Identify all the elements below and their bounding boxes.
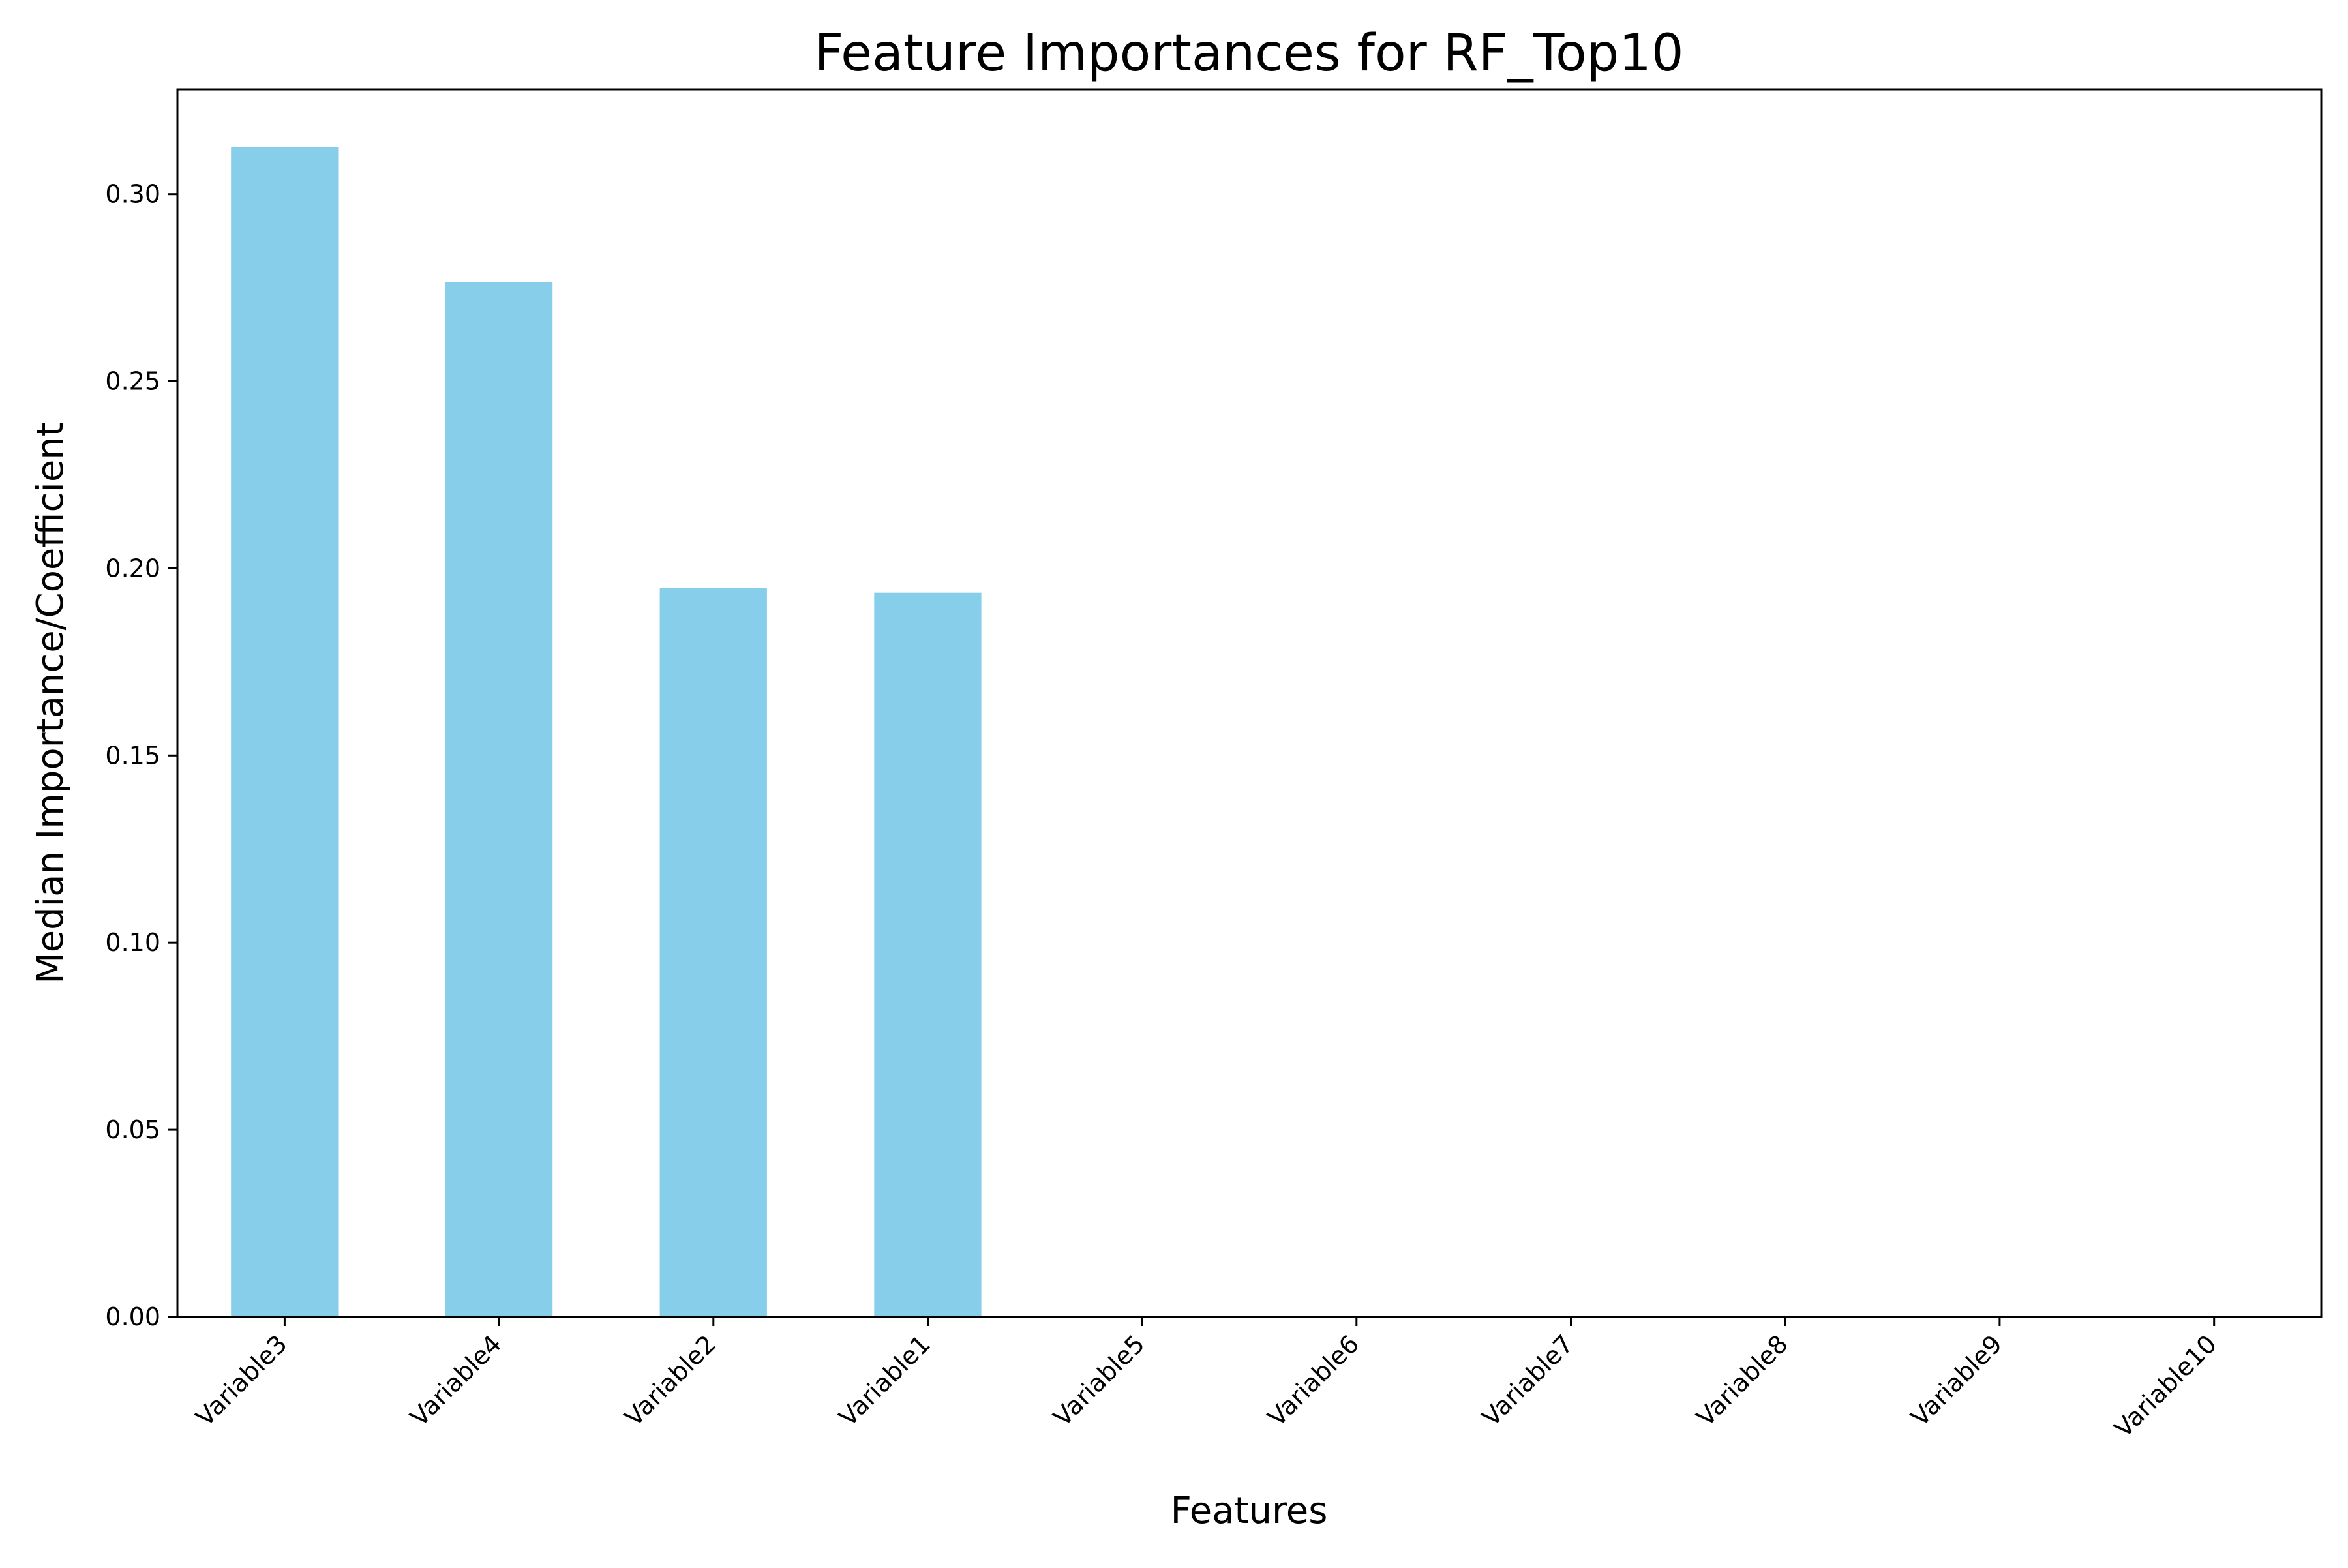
axes-group — [176, 88, 2323, 1318]
x-tick-label: Variable8 — [1691, 1329, 1794, 1432]
y-tick-label: 0.15 — [105, 741, 160, 770]
y-tick-label: 0.00 — [105, 1303, 160, 1331]
y-tick-label: 0.25 — [105, 367, 160, 396]
x-tick-label: Variable2 — [619, 1329, 721, 1432]
x-tick-label: Variable5 — [1047, 1329, 1150, 1432]
x-tick-label: Variable10 — [2109, 1329, 2222, 1443]
x-axis-label: Features — [1171, 1490, 1328, 1532]
x-tick-label: Variable6 — [1262, 1329, 1364, 1432]
x-tick-label: Variable1 — [834, 1329, 936, 1432]
y-tick-label: 0.30 — [105, 180, 160, 209]
x-axis-ticks: Variable3 Variable4 Variable2 Variable1 Vari… — [190, 1317, 2222, 1443]
bar-variable2 — [659, 588, 767, 1317]
y-axis-ticks: 0.00 0.05 0.10 0.15 0.20 0.25 0.30 — [105, 180, 177, 1331]
y-tick-label: 0.05 — [105, 1115, 160, 1144]
x-tick-label: Variable4 — [404, 1329, 507, 1432]
bar-variable1 — [874, 592, 982, 1318]
x-tick-label: Variable3 — [190, 1329, 293, 1432]
chart-title: Feature Importances for RF_Top10 — [815, 24, 1684, 83]
x-tick-label: Variable9 — [1905, 1329, 2008, 1432]
plot-frame — [176, 88, 2323, 1318]
y-axis-label: Median Importance/Coefficient — [29, 422, 72, 984]
bars-group — [231, 147, 982, 1318]
bar-variable3 — [231, 147, 339, 1317]
y-tick-label: 0.10 — [105, 928, 160, 957]
y-tick-label: 0.20 — [105, 554, 160, 582]
bar-variable4 — [445, 282, 553, 1317]
x-tick-label: Variable7 — [1477, 1329, 1579, 1432]
